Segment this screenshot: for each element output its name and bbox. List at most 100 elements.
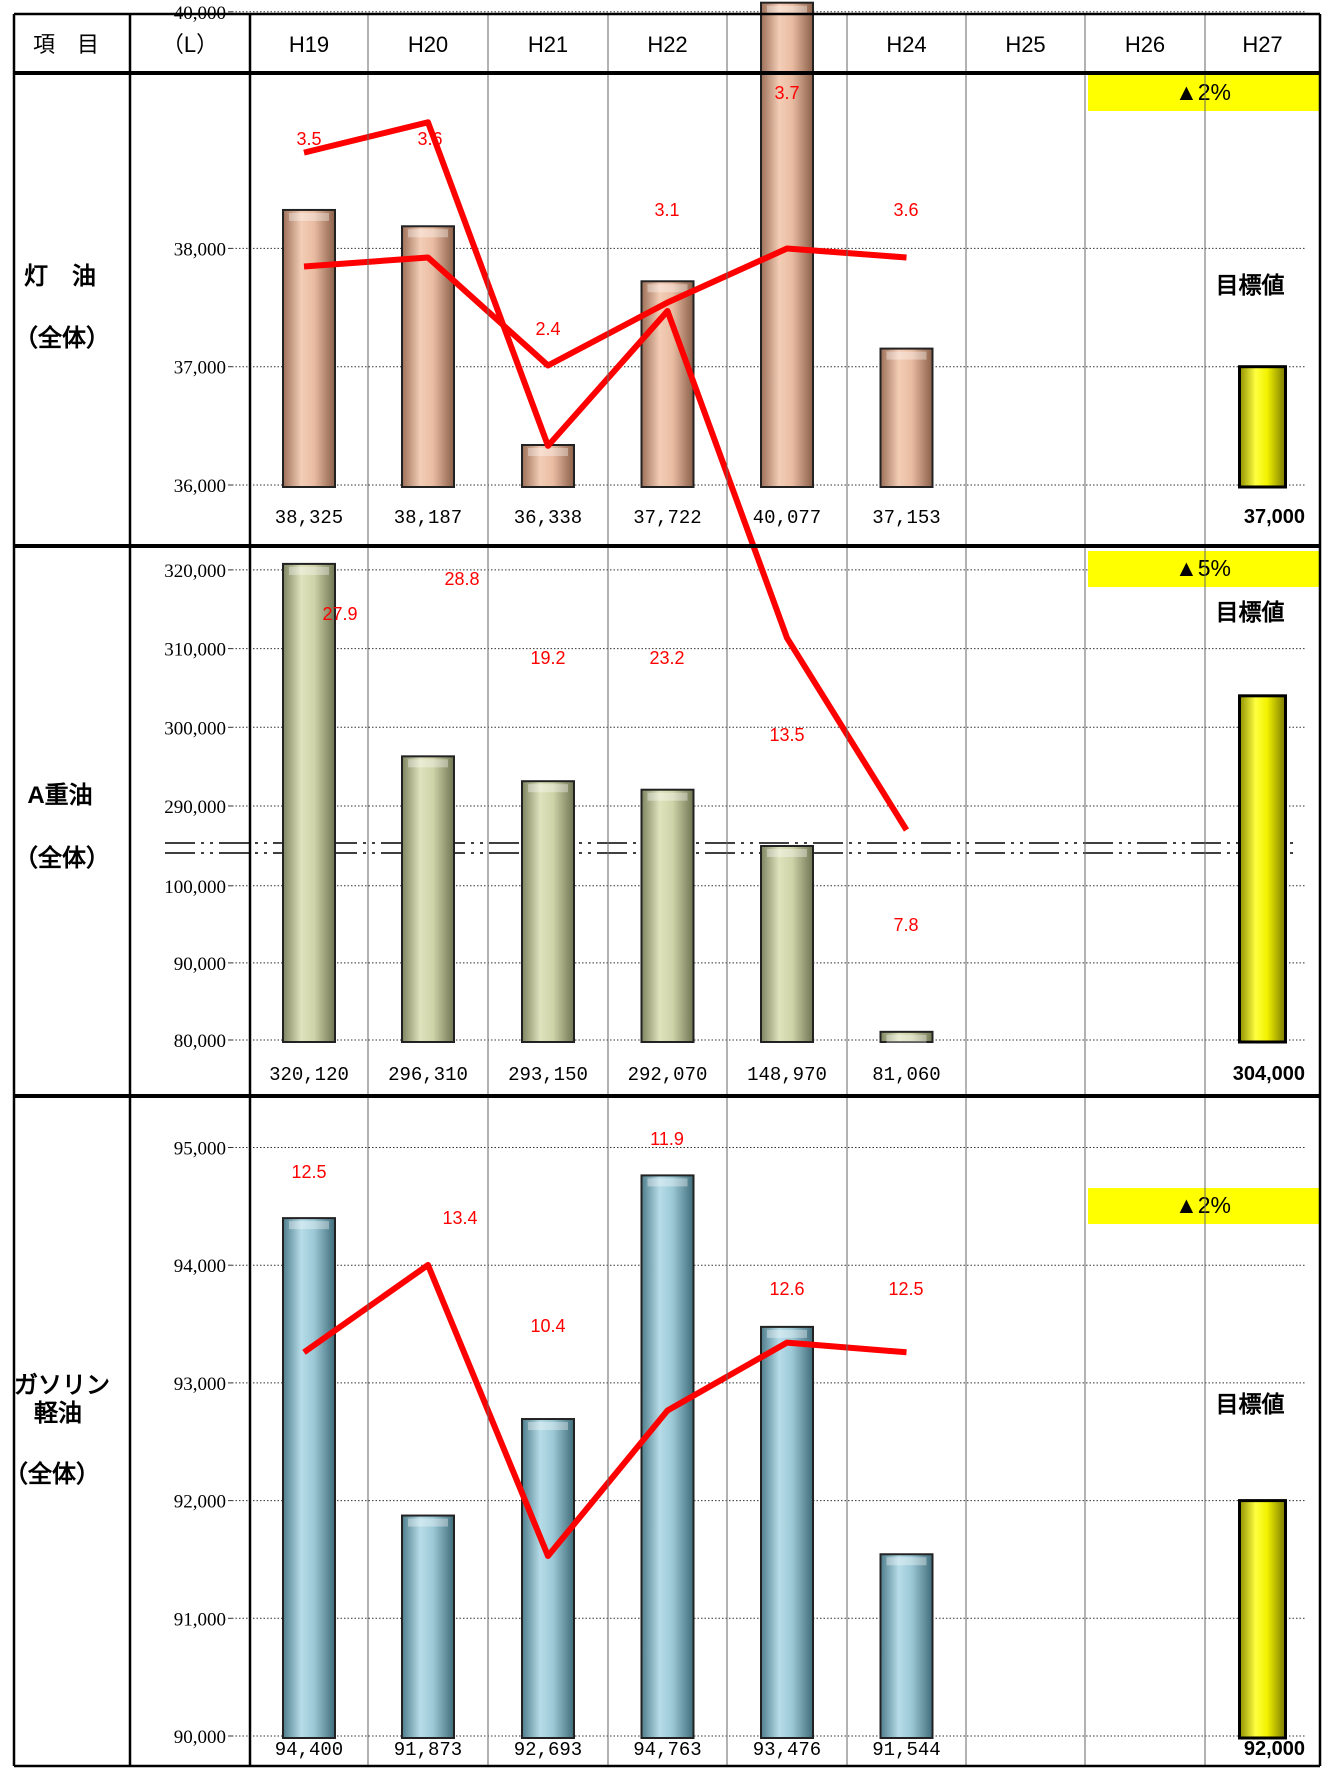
- reduction-badge-text: ▲2%: [1175, 1192, 1231, 1218]
- bar-cap: [528, 1422, 568, 1431]
- reduction-badge: [1088, 551, 1320, 587]
- bar-value-label: 38,325: [275, 507, 343, 529]
- target-value-label: 304,000: [1233, 1063, 1305, 1085]
- bar-cap: [289, 566, 329, 575]
- panel-gasoline: 90,000 91,000 92,000 93,000 94,000 95,000 94,4…: [174, 1129, 1320, 1761]
- target-label: 目標値: [1216, 272, 1285, 298]
- year-header-h20: H20: [408, 32, 448, 57]
- bar-cap: [886, 351, 927, 360]
- y-tick-label: 80,000: [174, 1031, 226, 1052]
- bar-h20: [401, 755, 455, 1043]
- ratio-label: 27.9: [322, 604, 357, 624]
- bar-value-label: 36,338: [514, 507, 582, 529]
- ratio-label: 19.2: [530, 648, 565, 668]
- bar-value-label: 320,120: [269, 1064, 349, 1086]
- ratio-line: [303, 245, 907, 369]
- bar-cap: [647, 1178, 688, 1187]
- header-row: 項 目 （L） H19H20H21H22H23H24H25H26H27: [33, 32, 1283, 57]
- bar-value-label: 296,310: [388, 1064, 468, 1086]
- reduction-badge-text: ▲2%: [1175, 79, 1231, 105]
- bar-cap: [408, 229, 448, 238]
- row-label-heavy-oil-scope: （全体）: [14, 844, 110, 872]
- target-bar-h27: [1238, 365, 1287, 489]
- bar-h22: [640, 788, 695, 1043]
- target-label: 目標値: [1216, 1391, 1285, 1417]
- bar-cap: [886, 1034, 927, 1043]
- y-tick-label: 90,000: [174, 954, 226, 975]
- bar-h19: [282, 208, 336, 488]
- target-bar-h27: [1238, 1499, 1287, 1740]
- ratio-label: 28.8: [444, 569, 479, 589]
- bar-h24: [879, 1030, 934, 1043]
- y-tick-label: 310,000: [164, 640, 226, 661]
- header-unit-label: （L）: [162, 32, 218, 57]
- ratio-label: 7.8: [893, 915, 918, 935]
- y-tick-label: 320,000: [164, 561, 226, 582]
- bar-h22: [640, 1174, 695, 1739]
- target-bar-h27: [1238, 694, 1287, 1044]
- row-label-diesel-name: 軽油: [34, 1400, 82, 1427]
- y-tick-label: 91,000: [174, 1609, 226, 1630]
- bar-h23: [760, 1, 814, 489]
- year-header-h19: H19: [289, 32, 329, 57]
- reduction-badge-text: ▲5%: [1175, 555, 1231, 581]
- bar-value-label: 40,077: [753, 507, 821, 529]
- bar-value-label: 94,763: [633, 1739, 701, 1761]
- ratio-label: 13.4: [442, 1208, 477, 1228]
- target-label: 目標値: [1216, 599, 1285, 625]
- target-value-label: 37,000: [1244, 506, 1305, 528]
- y-tick-label: 290,000: [164, 797, 226, 818]
- bar-h23: [760, 845, 814, 1043]
- row-label-heavy-oil: A重油 （全体）: [14, 782, 110, 872]
- bar-value-label: 38,187: [394, 507, 462, 529]
- year-header-h22: H22: [647, 32, 687, 57]
- ratio-label: 12.6: [769, 1279, 804, 1299]
- y-tick-label: 36,000: [174, 476, 226, 497]
- bar-h24: [879, 347, 934, 488]
- row-label-kerosene: 灯 油 （全体）: [14, 263, 110, 352]
- bar-h19: [282, 1217, 336, 1739]
- bar-cap: [767, 1329, 807, 1338]
- row-label-heavy-oil-name: A重油: [27, 782, 92, 809]
- bar-cap: [289, 1221, 329, 1230]
- bar-value-label: 91,544: [872, 1739, 940, 1761]
- y-tick-label: 94,000: [174, 1256, 226, 1277]
- year-header-h25: H25: [1005, 32, 1045, 57]
- bar-h20: [401, 1514, 455, 1739]
- table-grid: [12, 12, 1322, 1768]
- ratio-label: 3.5: [296, 129, 321, 149]
- bar-value-label: 81,060: [872, 1064, 940, 1086]
- y-tick-label: 37,000: [174, 358, 226, 379]
- bar-h24: [879, 1553, 934, 1740]
- bar-cap: [767, 5, 807, 14]
- year-header-h24: H24: [886, 32, 926, 57]
- y-tick-label: 95,000: [174, 1139, 226, 1160]
- reduction-badge: [1088, 1188, 1320, 1224]
- ratio-label: 12.5: [888, 1279, 923, 1299]
- bar-value-label: 94,400: [275, 1739, 343, 1761]
- ratio-label: 3.7: [774, 83, 799, 103]
- bar-value-label: 92,693: [514, 1739, 582, 1761]
- ratio-label: 3.6: [893, 200, 918, 220]
- bar-cap: [408, 1518, 448, 1527]
- row-label-gasoline: ガソリン 軽油 （全体）: [4, 1372, 110, 1488]
- bar-value-label: 91,873: [394, 1739, 462, 1761]
- header-item-label: 項 目: [33, 32, 99, 57]
- bar-h19: [282, 562, 336, 1044]
- panel-heavy-oil: 80,000 90,000 100,000 290,000 300,000 310,000…: [164, 119, 1320, 1086]
- bar-cap: [647, 284, 688, 293]
- bar-value-label: 93,476: [753, 1739, 821, 1761]
- y-tick-label: 93,000: [174, 1374, 226, 1395]
- row-label-kerosene-name: 灯 油: [24, 263, 96, 290]
- y-tick-label: 38,000: [174, 239, 226, 260]
- bar-value-label: 292,070: [628, 1064, 708, 1086]
- y-tick-label: 92,000: [174, 1492, 226, 1513]
- bar-cap: [886, 1557, 927, 1566]
- ratio-label: 23.2: [649, 648, 684, 668]
- y-tick-label: 300,000: [164, 718, 226, 739]
- ratio-label: 13.5: [769, 725, 804, 745]
- bar-cap: [647, 792, 688, 801]
- bar-h23: [760, 1325, 814, 1739]
